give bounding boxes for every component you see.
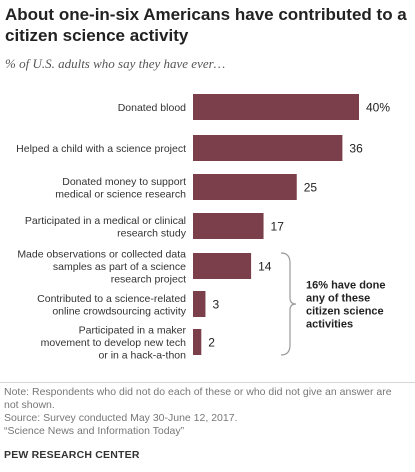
bar-6 (193, 329, 202, 355)
bar-3 (193, 213, 264, 239)
bar-1 (193, 135, 343, 161)
report-title: “Science News and Information Today” (4, 425, 185, 437)
bar-0 (193, 94, 359, 120)
note-text: Note: Respondents who did not do each of… (4, 386, 392, 411)
category-label-3: Participated in a medical or clinical res… (25, 215, 187, 240)
footer-notes: Note: Respondents who did not do each of… (4, 386, 409, 438)
bar-4 (193, 253, 252, 279)
value-label-2: 25 (304, 181, 318, 195)
category-label-1: Helped a child with a science project (16, 143, 186, 155)
category-label-5: Contributed to a science-related online c… (37, 293, 187, 318)
value-label-5: 3 (212, 298, 219, 312)
chart-subtitle: % of U.S. adults who say they have ever… (5, 56, 226, 71)
category-label-0: Donated blood (118, 102, 186, 114)
value-label-1: 36 (349, 142, 363, 156)
bar-5 (193, 291, 206, 317)
category-label-6: Participated in a maker movement to devel… (41, 325, 187, 362)
value-label-3: 17 (271, 220, 285, 234)
bar-chart: 40% Donated blood 36 Helped a child with a … (16, 94, 390, 362)
source-text: Source: Survey conducted May 30-June 12,… (4, 412, 238, 424)
brand-logo-text: PEW RESEARCH CENTER (4, 449, 140, 461)
category-label-2: Donated money to support medical or scien… (55, 176, 186, 201)
annotation-bracket (280, 252, 297, 356)
annotation-text: 16% have done any of these citizen science… (306, 280, 385, 331)
value-label-0: 40% (366, 101, 390, 115)
bar-2 (193, 174, 297, 200)
value-label-6: 2 (208, 336, 215, 350)
category-label-4: Made observations or collected data sampl… (17, 249, 186, 286)
footer-divider (0, 382, 415, 383)
chart-title: About one-in-six Americans have contribu… (5, 5, 407, 45)
value-label-4: 14 (258, 260, 272, 274)
